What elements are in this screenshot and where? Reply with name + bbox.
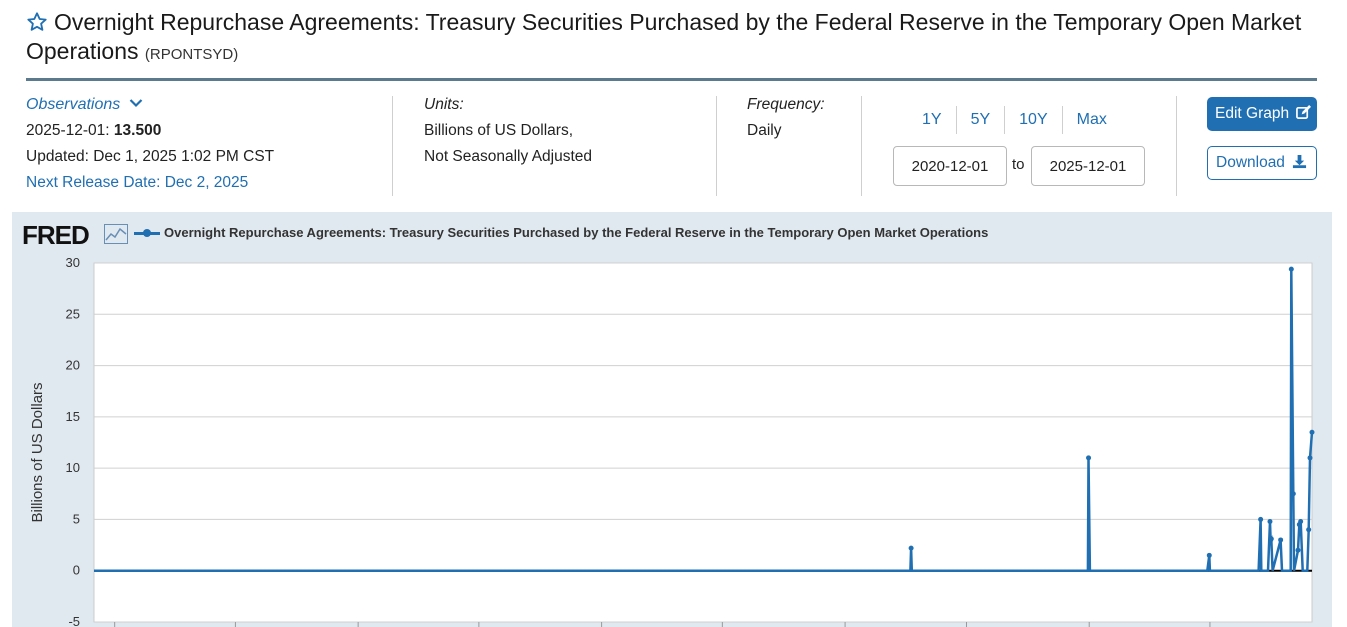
data-point <box>1290 491 1296 497</box>
next-release-link[interactable]: Next Release Date: Dec 2, 2025 <box>26 174 249 191</box>
fred-logo: FRED <box>22 220 90 250</box>
y-tick-label: 25 <box>66 306 80 321</box>
legend-swatch-dot <box>143 229 151 237</box>
legend-label: Overnight Repurchase Agreements: Treasur… <box>164 225 989 240</box>
range-5y-button[interactable]: 5Y <box>957 106 1006 134</box>
y-axis-label: Billions of US Dollars <box>29 382 46 522</box>
edit-graph-button[interactable]: Edit Graph <box>1207 97 1317 131</box>
data-point <box>1288 266 1294 272</box>
data-point <box>1307 455 1313 461</box>
data-point <box>1295 547 1301 553</box>
frequency-value: Daily <box>747 122 782 139</box>
edit-graph-label: Edit Graph <box>1215 105 1290 122</box>
page-header: Overnight Repurchase Agreements: Treasur… <box>26 8 1321 69</box>
divider <box>1176 96 1177 196</box>
units-label: Units: <box>424 96 464 113</box>
data-point <box>1267 518 1273 524</box>
units-panel: Units: Billions of US Dollars, Not Seaso… <box>424 92 592 170</box>
observations-toggle[interactable]: Observations <box>26 92 274 118</box>
start-date-input[interactable] <box>893 146 1007 186</box>
y-tick-label: 5 <box>73 511 80 526</box>
frequency-label: Frequency: <box>747 96 825 113</box>
units-line2: Not Seasonally Adjusted <box>424 148 593 165</box>
divider <box>716 96 717 196</box>
series-meta: Observations 2025-12-01: 13.500 Updated:… <box>0 92 1347 202</box>
data-point <box>1258 516 1264 522</box>
data-point <box>1086 455 1092 461</box>
download-icon <box>1293 154 1307 169</box>
y-tick-label: 20 <box>66 358 80 373</box>
y-tick-label: 30 <box>66 255 80 270</box>
data-point <box>1206 552 1212 558</box>
range-10y-button[interactable]: 10Y <box>1005 106 1063 134</box>
latest-observation: 2025-12-01: 13.500 <box>26 118 274 144</box>
date-range-buttons: 1Y 5Y 10Y Max <box>908 106 1121 134</box>
observations-panel: Observations 2025-12-01: 13.500 Updated:… <box>26 92 274 196</box>
data-point <box>1278 537 1284 543</box>
edit-icon <box>1296 105 1312 119</box>
download-label: Download <box>1216 154 1285 171</box>
updated-text: Updated: Dec 1, 2025 1:02 PM CST <box>26 148 275 165</box>
divider <box>861 96 862 196</box>
observation-date: 2025-12-01: <box>26 122 110 139</box>
y-tick-label: 15 <box>66 409 80 424</box>
chart-panel: FRED Overnight Repurchase Agreements: Tr… <box>12 212 1332 627</box>
page-title: Overnight Repurchase Agreements: Treasur… <box>26 8 1321 69</box>
frequency-panel: Frequency: Daily <box>747 92 825 144</box>
to-label: to <box>1012 156 1025 173</box>
y-tick-label: 10 <box>66 460 80 475</box>
chart-plot[interactable]: -5 0 5 10 15 20 25 30 Billions of US Dollars <box>12 212 1332 627</box>
y-tick-label: -5 <box>68 614 80 627</box>
data-point <box>1309 429 1315 435</box>
observations-label: Observations <box>26 96 121 113</box>
chevron-down-icon <box>129 99 142 108</box>
star-icon[interactable] <box>26 11 48 33</box>
range-1y-button[interactable]: 1Y <box>908 106 957 134</box>
units-line1: Billions of US Dollars, <box>424 122 574 139</box>
range-max-button[interactable]: Max <box>1076 111 1107 128</box>
data-point <box>1268 536 1274 542</box>
title-text: Overnight Repurchase Agreements: Treasur… <box>26 9 1302 64</box>
divider <box>392 96 393 196</box>
title-divider <box>26 78 1317 81</box>
download-button[interactable]: Download <box>1207 146 1317 180</box>
plot-area <box>93 262 1313 623</box>
data-point <box>1306 527 1312 533</box>
data-point <box>908 545 914 551</box>
chart-line-icon <box>104 224 128 244</box>
y-tick-label: 0 <box>73 563 80 578</box>
data-point <box>1298 518 1304 524</box>
series-code: (RPONTSYD) <box>144 46 239 63</box>
end-date-input[interactable] <box>1031 146 1145 186</box>
observation-value: 13.500 <box>113 122 162 139</box>
